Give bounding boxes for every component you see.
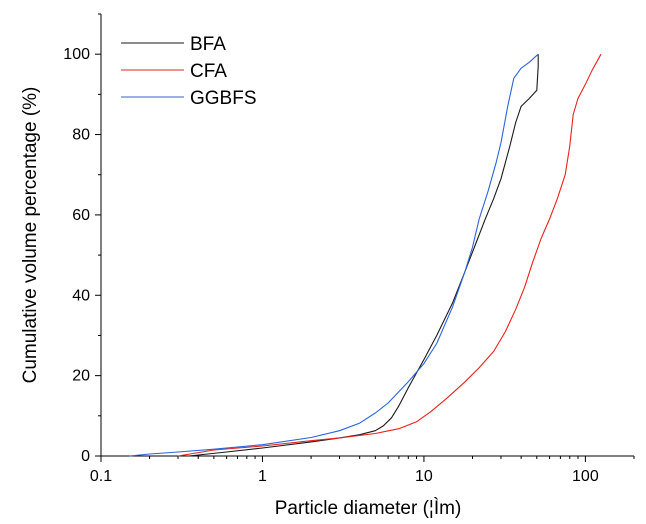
x-axis-ticks: 0.1 1 10 100 [90, 456, 635, 485]
y-tick-label: 80 [72, 127, 90, 144]
plot-area [100, 14, 634, 457]
legend-label: CFA [190, 61, 227, 82]
y-axis-title: Cumulative volume percentage (%) [20, 87, 41, 384]
y-tick-label: 60 [72, 207, 90, 224]
series-line-cfa [177, 53, 602, 457]
series-line-bfa [188, 54, 539, 457]
legend-label: GGBFS [190, 88, 257, 109]
legend: BFA CFA GGBFS [121, 34, 257, 109]
x-tick-label: 0.1 [90, 468, 112, 485]
series-lines [129, 53, 602, 457]
y-tick-label: 40 [72, 287, 90, 304]
y-axis-ticks: 0 20 40 60 80 100 [63, 13, 101, 465]
y-tick-label: 0 [81, 448, 90, 465]
series-line-ggbfs [129, 53, 539, 457]
legend-label: BFA [190, 34, 226, 55]
y-tick-label: 100 [63, 46, 90, 63]
x-tick-label: 1 [258, 468, 267, 485]
x-tick-label: 10 [415, 468, 433, 485]
x-axis-title: Particle diameter (¦Ìm) [275, 498, 462, 519]
x-tick-label: 100 [572, 468, 599, 485]
y-tick-label: 20 [72, 368, 90, 385]
